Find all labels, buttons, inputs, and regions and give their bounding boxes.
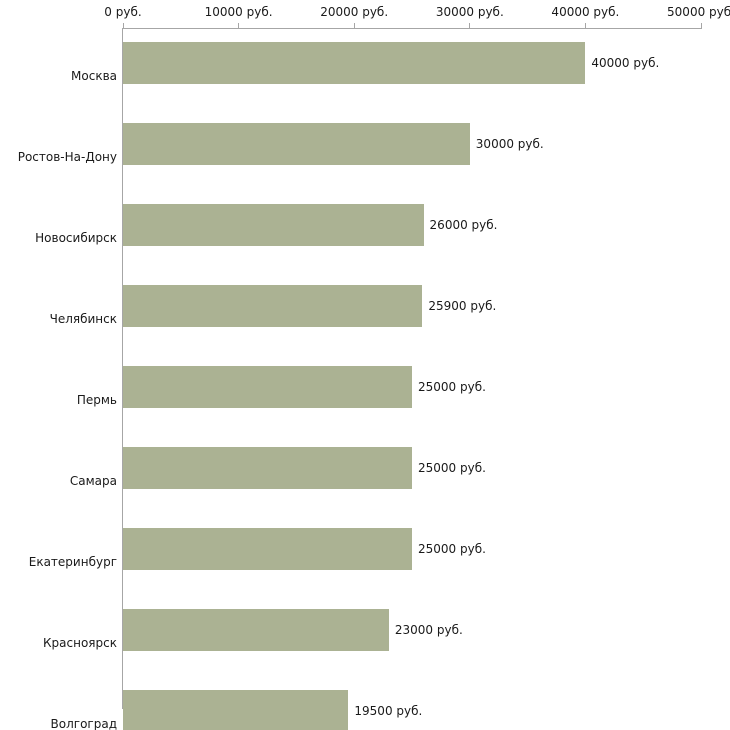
- x-tick-label: 40000 руб.: [551, 5, 620, 19]
- bar: 19500 руб.: [123, 690, 422, 730]
- x-tick-mark: [238, 23, 240, 29]
- bar-row: Ростов-На-Дону 30000 руб.: [18, 123, 701, 191]
- x-tick-mark: [353, 23, 355, 29]
- bar-value-label: 26000 руб.: [429, 218, 498, 232]
- bar-row: Пермь 25000 руб.: [77, 366, 701, 434]
- x-tick-mark: [700, 23, 702, 29]
- category-label: Москва: [71, 69, 117, 83]
- bar-row: Новосибирск 26000 руб.: [35, 204, 701, 272]
- plot-area: 0 руб. 10000 руб. 20000 руб. 30000 руб. 4000…: [18, 5, 730, 730]
- bar-value-label: 25900 руб.: [428, 299, 497, 313]
- bar: 25900 руб.: [123, 285, 496, 327]
- category-label: Екатеринбург: [28, 555, 117, 569]
- bar: 26000 руб.: [123, 204, 497, 246]
- bar-value-label: 25000 руб.: [418, 542, 486, 556]
- bar: 30000 руб.: [123, 123, 544, 165]
- x-tick-mark: [584, 23, 586, 29]
- x-tick-label: 30000 руб.: [435, 5, 504, 19]
- category-label: Красноярск: [43, 636, 117, 650]
- bar-row: Красноярск 23000 руб.: [43, 609, 701, 677]
- bar: 25000 руб.: [123, 447, 486, 489]
- category-label: Ростов-На-Дону: [17, 150, 117, 164]
- bar-row: Самара 25000 руб.: [70, 447, 701, 515]
- bar-row: Челябинск 25900 руб.: [50, 285, 701, 353]
- bar: 40000 руб.: [123, 42, 659, 84]
- x-tick-label: 20000 руб.: [320, 5, 389, 19]
- bar: 23000 руб.: [123, 609, 463, 651]
- bar: 25000 руб.: [123, 366, 486, 408]
- category-label: Новосибирск: [35, 231, 117, 245]
- bar-value-label: 40000 руб.: [591, 56, 660, 70]
- category-label: Волгоград: [50, 717, 117, 730]
- category-label: Челябинск: [49, 312, 117, 326]
- category-label: Самара: [69, 474, 117, 488]
- x-tick-label: 50000 руб.: [667, 5, 730, 19]
- x-tick-label: 0 руб.: [104, 5, 142, 19]
- bar-value-label: 19500 руб.: [354, 704, 423, 718]
- bar-value-label: 30000 руб.: [475, 137, 544, 151]
- x-tick-label: 10000 руб.: [204, 5, 273, 19]
- bar-value-label: 25000 руб.: [418, 461, 486, 475]
- bar-row: Екатеринбург 25000 руб.: [29, 528, 701, 596]
- bar-value-label: 23000 руб.: [394, 623, 463, 637]
- category-label: Пермь: [76, 393, 117, 407]
- x-tick-mark: [122, 23, 124, 29]
- bar-row: Волгоград 19500 руб.: [51, 690, 701, 730]
- bar: 25000 руб.: [123, 528, 486, 570]
- bar-row: Москва 40000 руб.: [71, 42, 701, 110]
- bar-value-label: 25000 руб.: [418, 380, 486, 394]
- x-tick-mark: [469, 23, 471, 29]
